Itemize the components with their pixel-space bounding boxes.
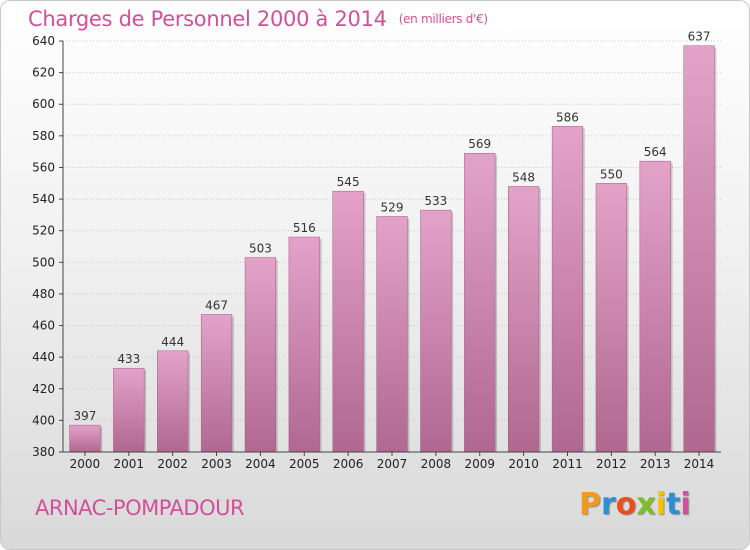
x-tick-label: 2000 bbox=[70, 457, 101, 471]
bar bbox=[464, 152, 496, 453]
y-tick-label: 620 bbox=[32, 66, 55, 80]
y-tick-label: 440 bbox=[32, 350, 55, 364]
x-tick-label: 2001 bbox=[114, 457, 145, 471]
bar bbox=[288, 236, 320, 453]
bar bbox=[376, 216, 408, 453]
bar-value-label: 467 bbox=[205, 298, 228, 312]
x-tick-label: 2009 bbox=[464, 457, 495, 471]
bar-value-label: 548 bbox=[512, 170, 535, 184]
bar bbox=[332, 190, 364, 453]
bar bbox=[157, 350, 189, 453]
y-tick-label: 460 bbox=[32, 319, 55, 333]
bar-value-label: 586 bbox=[556, 110, 579, 124]
y-tick-label: 400 bbox=[32, 413, 55, 427]
chart-title: Charges de Personnel 2000 à 2014 (en mill… bbox=[28, 7, 488, 31]
bar-value-label: 569 bbox=[468, 137, 491, 151]
y-tick-label: 560 bbox=[32, 160, 55, 174]
bar bbox=[551, 126, 584, 453]
bar-value-label: 533 bbox=[424, 194, 447, 208]
x-tick-label: 2008 bbox=[421, 457, 452, 471]
bar bbox=[507, 186, 540, 453]
y-tick-label: 520 bbox=[32, 224, 55, 238]
y-tick-label: 580 bbox=[32, 129, 55, 143]
bar bbox=[69, 424, 101, 453]
y-tick-label: 420 bbox=[32, 382, 55, 396]
x-tick-label: 2012 bbox=[596, 457, 627, 471]
bar bbox=[595, 183, 627, 453]
x-tick-label: 2006 bbox=[333, 457, 364, 471]
bar-value-label: 637 bbox=[688, 30, 711, 44]
bar bbox=[113, 367, 145, 453]
y-tick-label: 380 bbox=[32, 445, 55, 459]
proxiti-logo: Proxiti bbox=[579, 487, 691, 522]
chart-subtitle: (en milliers d'€) bbox=[398, 12, 488, 26]
bar bbox=[244, 257, 277, 453]
bar-value-label: 503 bbox=[249, 242, 272, 256]
x-tick-label: 2005 bbox=[289, 457, 320, 471]
y-tick-label: 540 bbox=[32, 192, 55, 206]
x-tick-label: 2007 bbox=[377, 457, 408, 471]
y-tick-label: 500 bbox=[32, 255, 55, 269]
x-tick-label: 2004 bbox=[245, 457, 276, 471]
bar-value-label: 516 bbox=[293, 221, 316, 235]
bar-value-label: 397 bbox=[73, 409, 96, 423]
bar-value-label: 433 bbox=[117, 352, 140, 366]
x-tick-label: 2002 bbox=[157, 457, 188, 471]
bar bbox=[420, 209, 452, 453]
commune-name: ARNAC-POMPADOUR bbox=[35, 496, 245, 520]
x-tick-label: 2010 bbox=[508, 457, 539, 471]
bar bbox=[639, 160, 671, 453]
bar bbox=[683, 45, 715, 453]
x-tick-label: 2011 bbox=[552, 457, 583, 471]
bar-value-label: 545 bbox=[337, 175, 360, 189]
y-tick-label: 600 bbox=[32, 97, 55, 111]
bar-value-label: 529 bbox=[381, 200, 404, 214]
bar-value-label: 564 bbox=[644, 145, 667, 159]
x-tick-label: 2013 bbox=[640, 457, 671, 471]
x-tick-label: 2003 bbox=[201, 457, 232, 471]
y-tick-label: 480 bbox=[32, 287, 55, 301]
bar-value-label: 550 bbox=[600, 167, 623, 181]
bar bbox=[200, 314, 233, 453]
y-tick-label: 640 bbox=[32, 34, 55, 48]
bar-value-label: 444 bbox=[161, 335, 184, 349]
x-tick-label: 2014 bbox=[684, 457, 715, 471]
